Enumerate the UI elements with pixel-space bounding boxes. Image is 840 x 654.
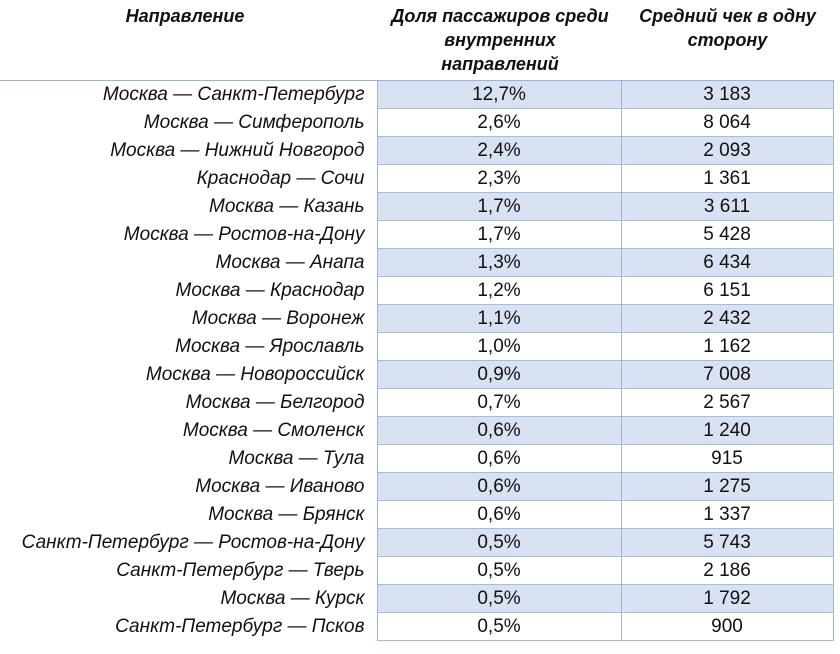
cell-avg-check: 915 bbox=[621, 444, 834, 473]
cell-share: 1,1% bbox=[377, 304, 622, 333]
cell-share: 0,6% bbox=[377, 444, 622, 473]
cell-direction: Москва — Воронеж bbox=[0, 304, 378, 333]
cell-avg-check: 2 432 bbox=[621, 304, 834, 333]
cell-share: 2,3% bbox=[377, 164, 622, 193]
cell-direction: Санкт-Петербург — Тверь bbox=[0, 556, 378, 585]
cell-avg-check: 3 611 bbox=[621, 192, 834, 221]
cell-direction: Москва — Ярославль bbox=[0, 332, 378, 361]
cell-direction: Москва — Нижний Новгород bbox=[0, 136, 378, 165]
cell-direction: Москва — Смоленск bbox=[0, 416, 378, 445]
cell-share: 0,7% bbox=[377, 388, 622, 417]
cell-avg-check: 900 bbox=[621, 612, 834, 641]
cell-direction: Санкт-Петербург — Псков bbox=[0, 612, 378, 641]
cell-share: 1,3% bbox=[377, 248, 622, 277]
cell-direction: Москва — Симферополь bbox=[0, 108, 378, 137]
cell-direction: Москва — Казань bbox=[0, 192, 378, 221]
cell-avg-check: 3 183 bbox=[621, 80, 834, 109]
cell-share: 0,6% bbox=[377, 500, 622, 529]
cell-direction: Москва — Белгород bbox=[0, 388, 378, 417]
routes-table: Москва — Санкт-Петербург 12,7% 3 183 Москва… bbox=[0, 80, 834, 641]
cell-direction: Краснодар — Сочи bbox=[0, 164, 378, 193]
cell-share: 0,6% bbox=[377, 472, 622, 501]
table-row: Москва — Ярославль 1,0% 1 162 bbox=[0, 332, 834, 361]
table-row: Санкт-Петербург — Тверь 0,5% 2 186 bbox=[0, 556, 834, 585]
cell-avg-check: 1 337 bbox=[621, 500, 834, 529]
cell-direction: Москва — Анапа bbox=[0, 248, 378, 277]
cell-share: 0,6% bbox=[377, 416, 622, 445]
cell-direction: Москва — Курск bbox=[0, 584, 378, 613]
table-row: Москва — Тула 0,6% 915 bbox=[0, 444, 834, 473]
cell-avg-check: 8 064 bbox=[621, 108, 834, 137]
cell-direction: Москва — Краснодар bbox=[0, 276, 378, 305]
cell-avg-check: 2 567 bbox=[621, 388, 834, 417]
table-row: Москва — Анапа 1,3% 6 434 bbox=[0, 248, 834, 277]
table-row: Москва — Санкт-Петербург 12,7% 3 183 bbox=[0, 80, 834, 109]
table-row: Санкт-Петербург — Ростов-на-Дону 0,5% 5 74… bbox=[0, 528, 834, 557]
header-share: Доля пассажиров среди внутренних направл… bbox=[391, 6, 609, 74]
table-row: Москва — Воронеж 1,1% 2 432 bbox=[0, 304, 834, 333]
cell-avg-check: 1 361 bbox=[621, 164, 834, 193]
table-row: Москва — Курск 0,5% 1 792 bbox=[0, 584, 834, 613]
cell-avg-check: 6 434 bbox=[621, 248, 834, 277]
cell-share: 2,4% bbox=[377, 136, 622, 165]
table-row: Москва — Симферополь 2,6% 8 064 bbox=[0, 108, 834, 137]
header-direction: Направление bbox=[125, 6, 245, 26]
cell-share: 2,6% bbox=[377, 108, 622, 137]
cell-share: 12,7% bbox=[377, 80, 622, 109]
cell-share: 0,5% bbox=[377, 612, 622, 641]
table-row: Москва — Ростов-на-Дону 1,7% 5 428 bbox=[0, 220, 834, 249]
cell-avg-check: 1 162 bbox=[621, 332, 834, 361]
cell-avg-check: 6 151 bbox=[621, 276, 834, 305]
cell-avg-check: 5 428 bbox=[621, 220, 834, 249]
table-row: Москва — Нижний Новгород 2,4% 2 093 bbox=[0, 136, 834, 165]
header-avg-check: Средний чек в одну сторону bbox=[639, 6, 816, 50]
cell-direction: Москва — Ростов-на-Дону bbox=[0, 220, 378, 249]
table-row: Москва — Смоленск 0,6% 1 240 bbox=[0, 416, 834, 445]
cell-avg-check: 5 743 bbox=[621, 528, 834, 557]
table-row: Москва — Брянск 0,6% 1 337 bbox=[0, 500, 834, 529]
cell-direction: Москва — Тула bbox=[0, 444, 378, 473]
cell-avg-check: 7 008 bbox=[621, 360, 834, 389]
cell-avg-check: 1 275 bbox=[621, 472, 834, 501]
cell-direction: Москва — Брянск bbox=[0, 500, 378, 529]
cell-share: 1,0% bbox=[377, 332, 622, 361]
cell-share: 1,2% bbox=[377, 276, 622, 305]
cell-avg-check: 2 093 bbox=[621, 136, 834, 165]
table-row: Москва — Казань 1,7% 3 611 bbox=[0, 192, 834, 221]
cell-avg-check: 1 240 bbox=[621, 416, 834, 445]
cell-direction: Москва — Санкт-Петербург bbox=[0, 80, 378, 109]
table-row: Санкт-Петербург — Псков 0,5% 900 bbox=[0, 612, 834, 641]
cell-share: 0,5% bbox=[377, 556, 622, 585]
cell-share: 1,7% bbox=[377, 192, 622, 221]
table-row: Москва — Иваново 0,6% 1 275 bbox=[0, 472, 834, 501]
table-row: Москва — Новороссийск 0,9% 7 008 bbox=[0, 360, 834, 389]
cell-direction: Санкт-Петербург — Ростов-на-Дону bbox=[0, 528, 378, 557]
table-row: Москва — Краснодар 1,2% 6 151 bbox=[0, 276, 834, 305]
table-row: Краснодар — Сочи 2,3% 1 361 bbox=[0, 164, 834, 193]
cell-share: 0,5% bbox=[377, 584, 622, 613]
cell-share: 0,5% bbox=[377, 528, 622, 557]
table-row: Москва — Белгород 0,7% 2 567 bbox=[0, 388, 834, 417]
cell-share: 0,9% bbox=[377, 360, 622, 389]
cell-avg-check: 2 186 bbox=[621, 556, 834, 585]
cell-direction: Москва — Новороссийск bbox=[0, 360, 378, 389]
cell-avg-check: 1 792 bbox=[621, 584, 834, 613]
cell-direction: Москва — Иваново bbox=[0, 472, 378, 501]
cell-share: 1,7% bbox=[377, 220, 622, 249]
